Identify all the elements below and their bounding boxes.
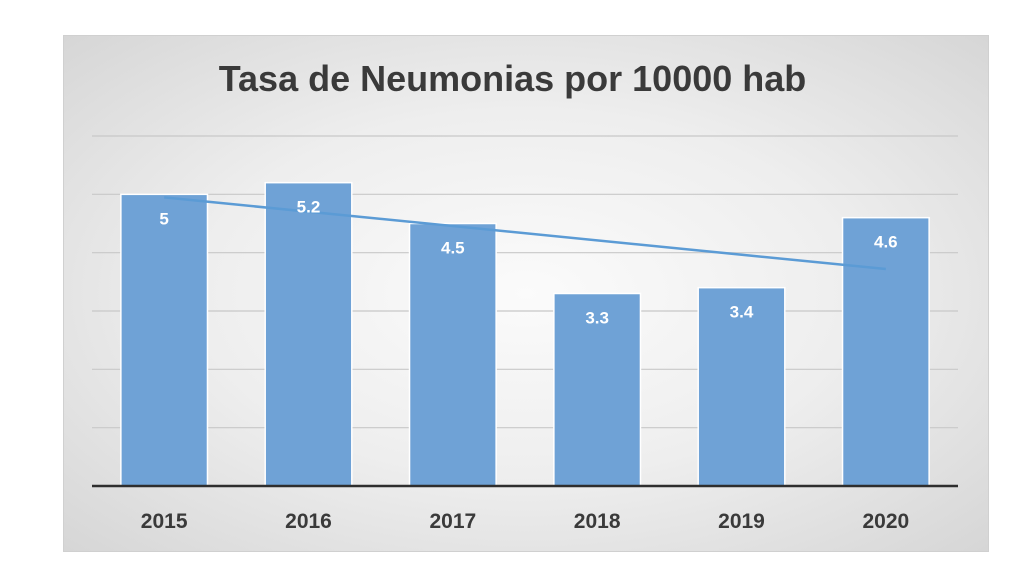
- bar: [120, 193, 209, 487]
- x-tick-label: 2017: [429, 510, 476, 533]
- x-tick-label: 2018: [574, 510, 621, 533]
- bar: [408, 222, 497, 487]
- data-label: 5: [159, 209, 168, 228]
- x-axis: 2015 2016 2017 2018 2019 2020: [92, 484, 958, 533]
- chart-area: [63, 35, 989, 552]
- bar: [841, 216, 930, 487]
- bar: [264, 181, 353, 487]
- data-label: 3.4: [730, 303, 754, 322]
- trendline: [164, 196, 886, 271]
- x-tick-label: 2020: [862, 510, 909, 533]
- bars: [120, 181, 930, 487]
- chart-title: Tasa de Neumonias por 10000 hab: [218, 58, 807, 99]
- data-label: 3.3: [585, 309, 609, 328]
- data-label: 5.2: [297, 198, 321, 217]
- gridlines: [92, 135, 958, 429]
- data-label: 4.5: [441, 239, 465, 258]
- trendline-path: [164, 196, 886, 271]
- x-tick-label: 2019: [718, 510, 765, 533]
- x-tick-label: 2016: [285, 510, 332, 533]
- data-labels: 5 5.2 4.5 3.3 3.4 4.6: [159, 198, 897, 328]
- data-label: 4.6: [874, 233, 898, 252]
- x-tick-label: 2015: [141, 510, 188, 533]
